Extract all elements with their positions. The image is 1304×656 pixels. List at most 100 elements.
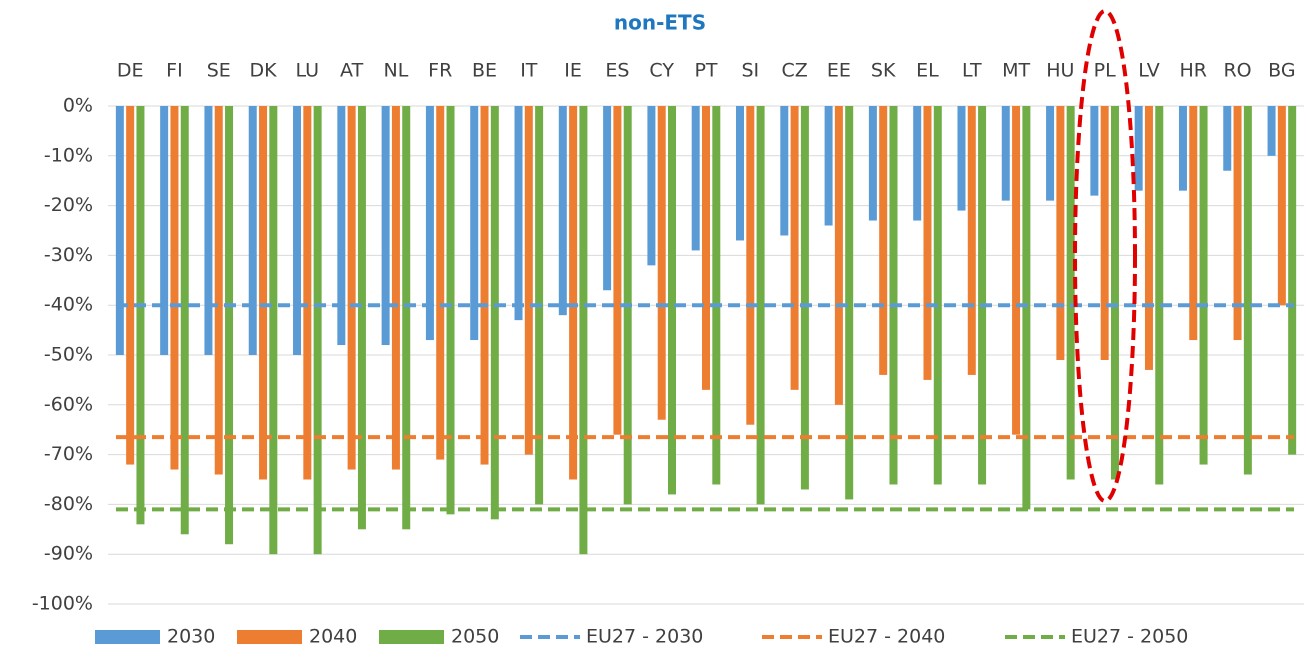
y-tick-label: -10% [44, 144, 93, 166]
bar [1056, 106, 1065, 360]
bar [879, 106, 888, 375]
x-tick-label: RO [1223, 60, 1251, 82]
x-tick-label: DE [117, 60, 144, 82]
y-tick-label: -80% [44, 493, 93, 515]
x-tick-label: DK [249, 60, 277, 82]
x-tick-label: EL [916, 60, 939, 82]
chart-title: non-ETS [614, 11, 706, 35]
y-tick-label: -30% [44, 244, 93, 266]
x-tick-label: EE [827, 60, 851, 82]
bar [702, 106, 710, 390]
legend-swatch [95, 630, 160, 644]
x-tick-label: CZ [781, 60, 807, 82]
bar [868, 106, 877, 221]
highlight-ellipse [1073, 9, 1137, 503]
bar [1277, 106, 1286, 306]
bar [824, 106, 833, 226]
bar [391, 106, 400, 470]
bar [712, 106, 721, 485]
bar [357, 106, 366, 530]
bar [160, 106, 169, 355]
bar [180, 106, 189, 535]
x-tick-label: BG [1268, 60, 1295, 82]
bar [913, 106, 922, 221]
bar [603, 106, 612, 291]
y-tick-label: -50% [44, 344, 93, 366]
y-tick-label: 0% [63, 95, 93, 117]
bar [579, 106, 588, 555]
x-tick-label: HR [1180, 60, 1208, 82]
bar [259, 106, 268, 480]
x-tick-label: IT [520, 60, 538, 82]
bar [446, 106, 455, 515]
bar [889, 106, 898, 485]
x-tick-label: SK [871, 60, 896, 82]
x-tick-label: LV [1138, 60, 1160, 82]
bar [337, 106, 346, 346]
bar [1134, 106, 1143, 191]
bar [1233, 106, 1242, 341]
bar [668, 106, 677, 495]
bar [1110, 106, 1119, 480]
bar [558, 106, 567, 316]
bar [347, 106, 356, 470]
x-tick-label: ES [605, 60, 629, 82]
x-tick-label: LT [962, 60, 982, 82]
x-tick-label: PL [1094, 60, 1116, 82]
bar [735, 106, 744, 241]
legend-label: EU27 - 2050 [1071, 626, 1188, 648]
bar [303, 106, 312, 480]
bar [800, 106, 809, 490]
x-tick-label: CY [649, 60, 674, 82]
bar [978, 106, 987, 485]
bar [1155, 106, 1164, 485]
bar [1223, 106, 1232, 171]
bar [115, 106, 124, 355]
bar [1144, 106, 1153, 370]
bar [214, 106, 223, 475]
bar [490, 106, 499, 520]
bar [514, 106, 523, 321]
bar [225, 106, 234, 545]
bar [136, 106, 145, 525]
x-tick-label: IE [564, 60, 582, 82]
bar [1100, 106, 1109, 360]
bar [569, 106, 578, 480]
bar [425, 106, 434, 341]
bar [923, 106, 932, 380]
bar [967, 106, 976, 375]
x-tick-label: FR [428, 60, 452, 82]
bar [480, 106, 489, 465]
bar [1288, 106, 1297, 455]
bar [293, 106, 302, 355]
bar [126, 106, 135, 465]
bar [790, 106, 799, 390]
plot-area: 0% -10% -20% -30% -40% -50% -60% -70% -80% -90% -1… [32, 60, 1304, 615]
bar [269, 106, 278, 555]
x-tick-label: MT [1002, 60, 1030, 82]
bar [746, 106, 755, 425]
bar [756, 106, 765, 505]
bar [204, 106, 213, 355]
bar [402, 106, 411, 530]
legend-label: 2030 [167, 626, 215, 648]
bar [1046, 106, 1055, 201]
y-tick-label: -70% [44, 443, 93, 465]
bar [933, 106, 942, 485]
bar [524, 106, 533, 455]
y-tick-label: -20% [44, 194, 93, 216]
bar [1267, 106, 1276, 156]
bar [1243, 106, 1252, 475]
x-tick-label: SE [207, 60, 231, 82]
legend-label: 2050 [451, 626, 499, 648]
bar [470, 106, 479, 341]
x-tick-label: AT [340, 60, 364, 82]
bar [1066, 106, 1075, 480]
y-tick-label: -90% [44, 543, 93, 565]
legend-label: EU27 - 2040 [828, 626, 945, 648]
bar [1189, 106, 1198, 341]
legend-label: 2040 [309, 626, 357, 648]
bar [1199, 106, 1208, 465]
x-tick-label: HU [1046, 60, 1074, 82]
y-tick-label: -60% [44, 393, 93, 415]
